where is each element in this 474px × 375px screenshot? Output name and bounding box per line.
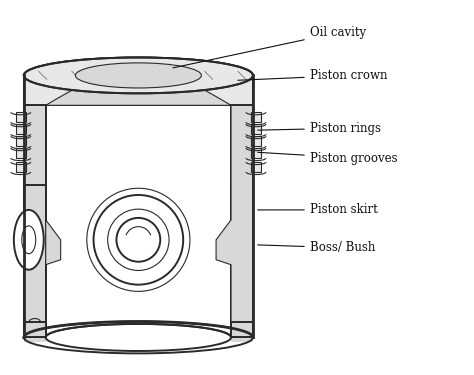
Polygon shape: [16, 162, 26, 172]
Polygon shape: [231, 105, 253, 185]
Polygon shape: [231, 185, 253, 338]
Ellipse shape: [22, 226, 36, 254]
Ellipse shape: [24, 57, 253, 93]
Polygon shape: [251, 162, 261, 172]
Polygon shape: [24, 105, 61, 327]
Polygon shape: [24, 185, 46, 338]
Polygon shape: [24, 105, 46, 185]
Polygon shape: [16, 136, 26, 146]
Text: Piston crown: Piston crown: [238, 69, 387, 82]
Text: Boss/ Bush: Boss/ Bush: [258, 241, 375, 254]
Polygon shape: [231, 322, 253, 338]
Polygon shape: [24, 322, 46, 338]
Ellipse shape: [14, 210, 44, 270]
Polygon shape: [231, 185, 253, 338]
Polygon shape: [16, 124, 26, 134]
Ellipse shape: [75, 63, 201, 88]
Circle shape: [117, 218, 160, 262]
Polygon shape: [46, 70, 231, 105]
Polygon shape: [16, 112, 26, 122]
Polygon shape: [251, 148, 261, 158]
Circle shape: [93, 195, 183, 285]
Text: Piston rings: Piston rings: [258, 122, 381, 135]
Polygon shape: [251, 136, 261, 146]
Polygon shape: [231, 336, 253, 342]
Polygon shape: [24, 75, 253, 105]
Polygon shape: [251, 124, 261, 134]
Polygon shape: [251, 112, 261, 122]
Polygon shape: [24, 185, 46, 338]
Text: Oil cavity: Oil cavity: [173, 26, 366, 68]
Text: Piston skirt: Piston skirt: [258, 203, 377, 216]
Text: Piston grooves: Piston grooves: [258, 152, 397, 165]
Polygon shape: [24, 336, 46, 342]
Polygon shape: [216, 105, 253, 327]
Polygon shape: [16, 148, 26, 158]
